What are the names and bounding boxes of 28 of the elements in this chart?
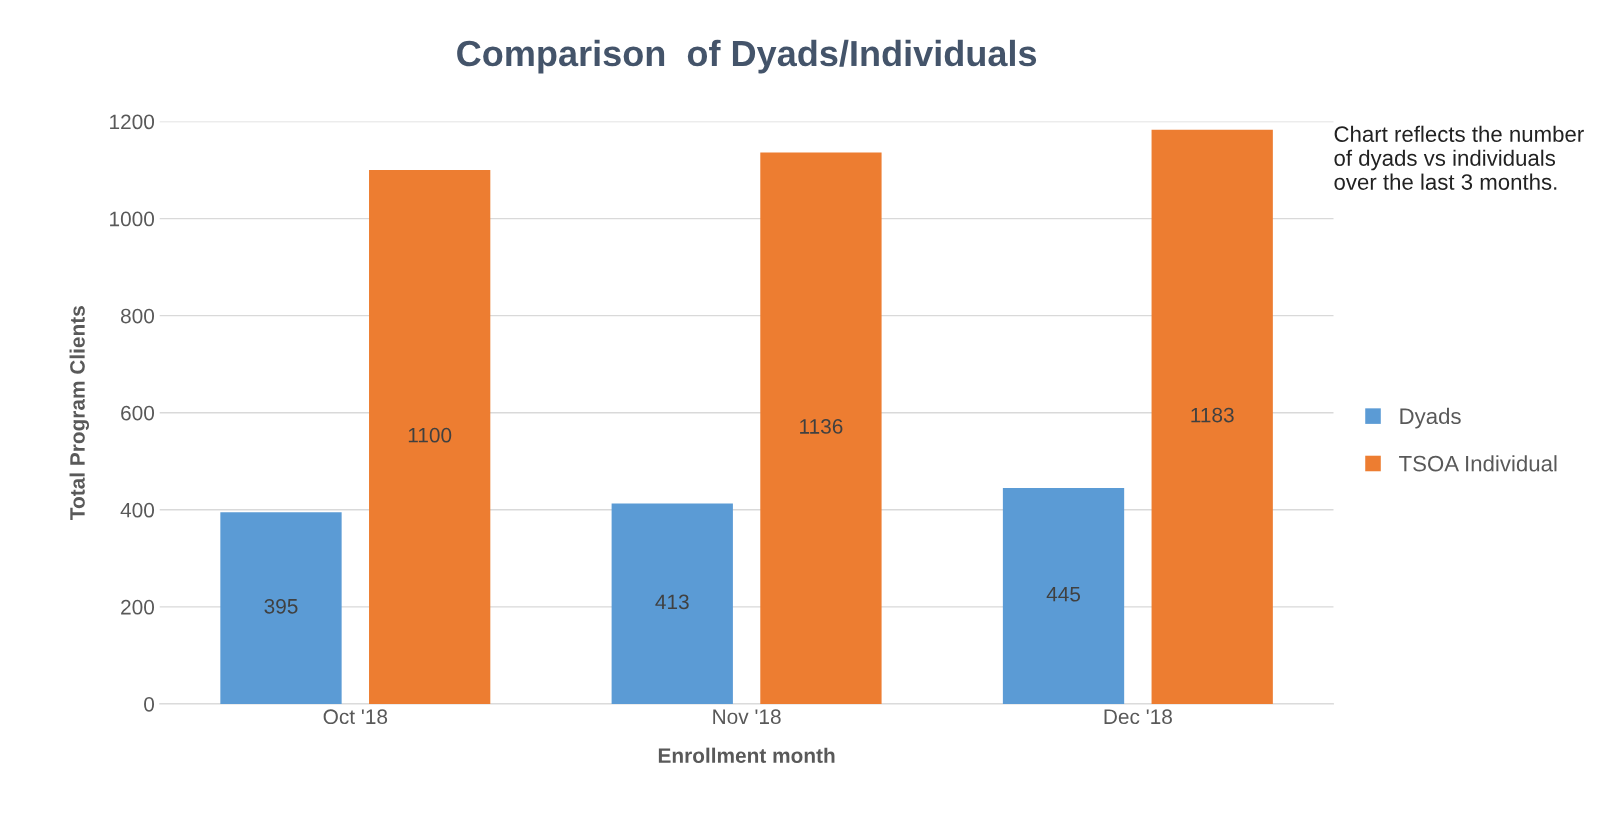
- bar: [1151, 129, 1273, 704]
- data-label: 395: [264, 598, 298, 614]
- x-tick-label: Nov '18: [713, 709, 781, 725]
- bar: [220, 512, 342, 704]
- legend-label: TSOA Individual: [1399, 455, 1557, 472]
- chart-title: Comparison of Dyads/Individuals: [457, 39, 1037, 74]
- legend-label: Dyads: [1400, 407, 1461, 429]
- y-tick-label: 1200: [110, 114, 155, 130]
- y-tick-label: 600: [121, 405, 155, 421]
- y-tick-label: 200: [121, 599, 155, 615]
- bar: [760, 152, 882, 704]
- data-label: 1183: [1191, 407, 1234, 423]
- text: Chart reflects the number of dyads vs individuals over the last 3 months.: [1334, 125, 1584, 190]
- y-tick-label: 800: [120, 308, 155, 324]
- y-tick-label: 1000: [110, 211, 155, 227]
- bar: [1002, 487, 1125, 704]
- x-tick-label: Dec '18: [1104, 709, 1172, 725]
- data-label: 413: [655, 594, 689, 610]
- x-tick-label: Oct '18: [323, 709, 388, 725]
- y-tick-label: 0: [144, 696, 155, 712]
- y-tick-label: 400: [120, 502, 155, 518]
- bar: [369, 170, 491, 704]
- data-label: 1100: [408, 427, 452, 443]
- data-label: 445: [1046, 586, 1081, 602]
- bar: [611, 503, 733, 704]
- data-label: 1136: [800, 419, 843, 434]
- x-axis-title: Enrollment month: [658, 747, 835, 763]
- y-axis-title: Total Program Clients: [69, 306, 90, 520]
